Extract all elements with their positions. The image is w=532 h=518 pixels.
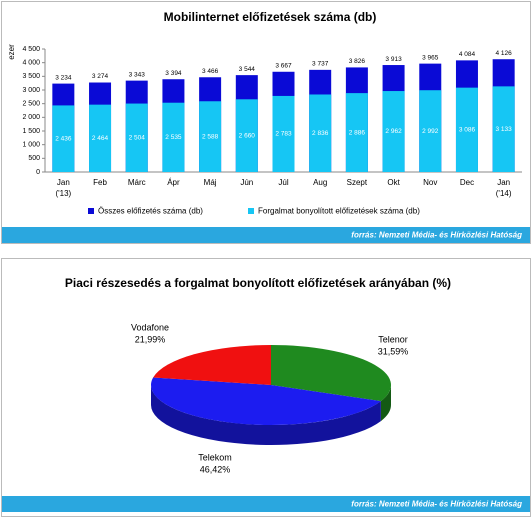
source: forrás: Nemzeti Média- és Hírközlési Hat… bbox=[351, 231, 522, 240]
value-label: 4 126 bbox=[496, 50, 513, 57]
legend-label: Összes előfizetés száma (db) bbox=[98, 207, 203, 216]
value-label: 3 913 bbox=[385, 56, 402, 63]
value-label: 2 660 bbox=[239, 132, 256, 139]
x-tick-label: Márc bbox=[128, 178, 146, 187]
value-label: 2 783 bbox=[275, 131, 292, 138]
value-label: 3 826 bbox=[349, 58, 366, 65]
slice-value: 46,42% bbox=[200, 464, 231, 474]
value-label: 2 886 bbox=[349, 129, 366, 136]
x-tick-label: Júl bbox=[278, 178, 288, 187]
source-bar bbox=[2, 227, 530, 243]
bar bbox=[199, 101, 222, 172]
bar bbox=[309, 94, 332, 172]
value-label: 2 588 bbox=[202, 133, 219, 140]
legend-swatch bbox=[88, 208, 94, 214]
x-tick-label: Jan ('14) bbox=[496, 178, 512, 198]
legend-label: Forgalmat bonyolított előfizetések száma… bbox=[258, 207, 420, 216]
slice-label: Telekom bbox=[198, 452, 232, 462]
y-tick-label: 4 000 bbox=[22, 60, 40, 67]
x-tick-label: Jan ('13) bbox=[55, 178, 71, 198]
value-label: 4 084 bbox=[459, 51, 476, 58]
x-tick-label: Aug bbox=[313, 178, 327, 187]
pie-slice bbox=[151, 377, 381, 425]
value-label: 2 464 bbox=[92, 135, 109, 142]
pie-slice bbox=[153, 345, 271, 385]
bar bbox=[125, 103, 148, 172]
x-tick-label: Szept bbox=[347, 178, 368, 187]
y-tick-label: 1 500 bbox=[22, 128, 40, 135]
bar bbox=[492, 86, 515, 172]
x-tick-label: Ápr bbox=[167, 178, 180, 187]
chart-title: Mobilinternet előfizetések száma (db) bbox=[164, 10, 377, 24]
value-label: 3 667 bbox=[275, 62, 292, 69]
value-label: 3 544 bbox=[239, 66, 256, 73]
bar bbox=[89, 104, 112, 172]
value-label: 3 394 bbox=[165, 70, 182, 77]
value-label: 3 133 bbox=[496, 126, 513, 133]
bar bbox=[455, 87, 478, 172]
slice-value: 31,59% bbox=[378, 346, 409, 356]
value-label: 2 962 bbox=[385, 128, 402, 135]
value-label: 3 965 bbox=[422, 54, 439, 61]
value-label: 3 086 bbox=[459, 127, 476, 134]
value-label: 2 504 bbox=[129, 134, 146, 141]
x-tick-label: Feb bbox=[93, 178, 107, 187]
bar bbox=[235, 99, 258, 172]
value-label: 3 234 bbox=[55, 74, 72, 81]
slice-label: Telenor bbox=[378, 334, 408, 344]
legend-swatch bbox=[248, 208, 254, 214]
x-tick-label: Máj bbox=[204, 178, 217, 187]
source: forrás: Nemzeti Média- és Hírközlési Hat… bbox=[351, 500, 522, 509]
y-tick-label: 4 500 bbox=[22, 46, 40, 53]
bar bbox=[382, 91, 405, 172]
y-tick-label: 500 bbox=[28, 155, 40, 162]
bar bbox=[419, 90, 442, 172]
y-tick-label: 2 500 bbox=[22, 101, 40, 108]
source-bar bbox=[2, 496, 530, 512]
y-tick-label: 0 bbox=[36, 169, 40, 176]
value-label: 3 466 bbox=[202, 68, 219, 75]
bar bbox=[52, 105, 75, 172]
pie-slice-side bbox=[151, 385, 381, 445]
y-tick-label: 1 000 bbox=[22, 142, 40, 149]
value-label: 3 343 bbox=[129, 71, 146, 78]
bar bbox=[162, 102, 185, 172]
value-label: 3 274 bbox=[92, 73, 109, 80]
value-label: 2 436 bbox=[55, 135, 72, 142]
bar bbox=[345, 93, 368, 172]
x-tick-label: Nov bbox=[423, 178, 437, 187]
y-tick-label: 2 000 bbox=[22, 114, 40, 121]
x-tick-label: Jún bbox=[240, 178, 253, 187]
y-tick-label: 3 500 bbox=[22, 73, 40, 80]
value-label: 3 737 bbox=[312, 61, 329, 68]
slice-value: 21,99% bbox=[135, 334, 166, 344]
x-tick-label: Okt bbox=[387, 178, 400, 187]
value-label: 2 836 bbox=[312, 130, 329, 137]
chart-title: Piaci részesedés a forgalmat bonyolított… bbox=[65, 276, 451, 290]
y-axis-label: ezer bbox=[7, 44, 16, 60]
value-label: 2 535 bbox=[165, 134, 182, 141]
pie-slice-side bbox=[380, 385, 391, 422]
slice-label: Vodafone bbox=[131, 322, 169, 332]
x-tick-label: Dec bbox=[460, 178, 474, 187]
value-label: 2 992 bbox=[422, 128, 439, 135]
y-tick-label: 3 000 bbox=[22, 87, 40, 94]
pie-slice bbox=[271, 345, 391, 402]
bar bbox=[272, 95, 295, 172]
